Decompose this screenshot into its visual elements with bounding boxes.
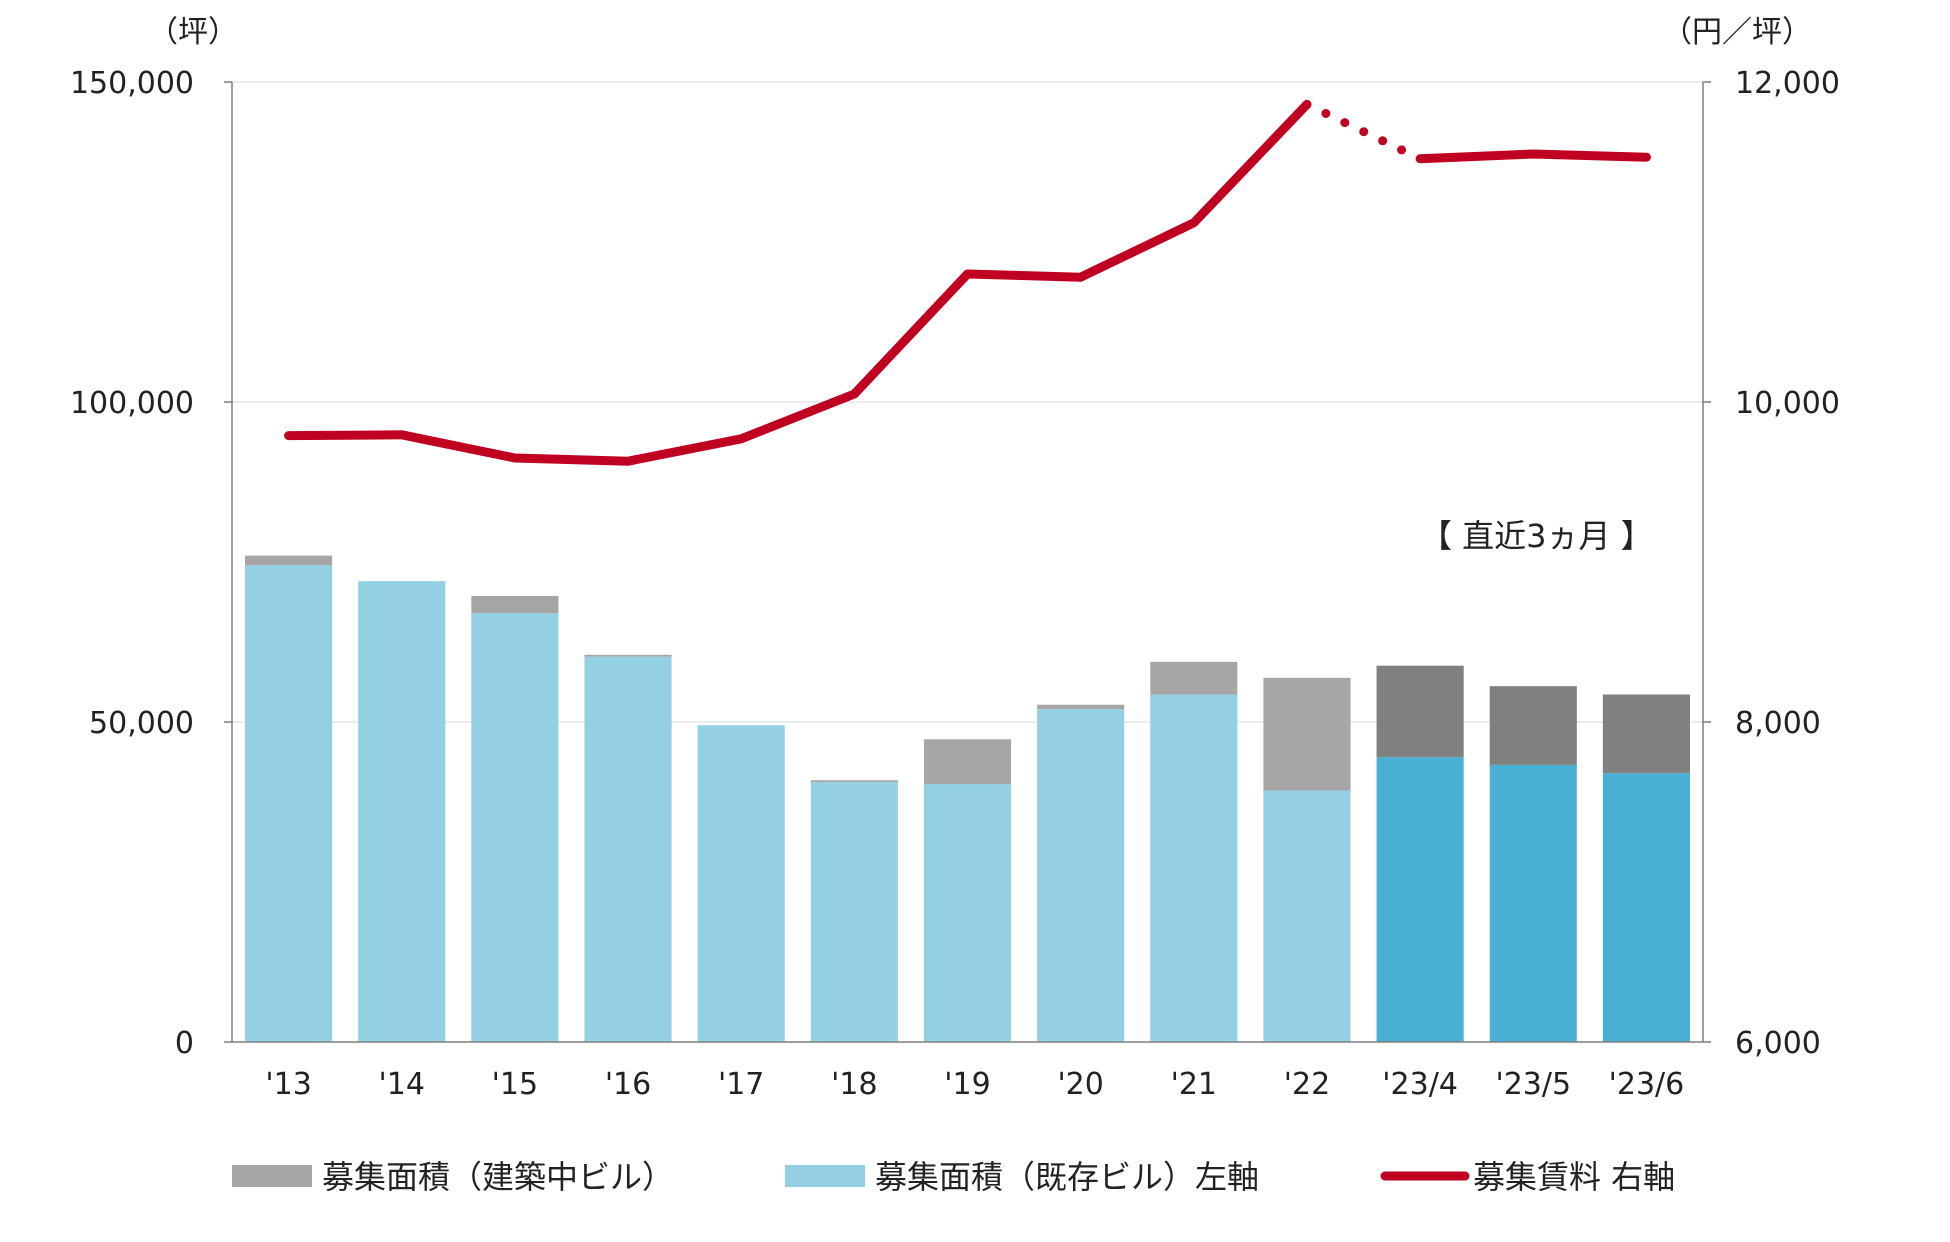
x-tick-label: '14 <box>379 1067 425 1102</box>
rent-line-solid <box>284 99 1312 466</box>
right-tick-label: 6,000 <box>1735 1026 1821 1061</box>
bar-construction <box>1489 686 1577 765</box>
x-tick-label: '19 <box>944 1067 990 1102</box>
bar-existing <box>923 784 1012 1042</box>
bar-construction <box>1376 665 1464 758</box>
bar-construction <box>1602 694 1690 774</box>
bar-construction <box>810 780 898 783</box>
bar-construction <box>1150 661 1238 695</box>
bar-existing <box>584 656 672 1042</box>
x-tick-label: '23/5 <box>1495 1067 1571 1102</box>
gridlines <box>232 81 1703 723</box>
x-tick-label: '20 <box>1057 1067 1103 1102</box>
bar-existing <box>1150 694 1238 1042</box>
bar-existing <box>1489 764 1577 1042</box>
left-tick-label: 0 <box>175 1026 194 1061</box>
bar-existing <box>810 782 898 1042</box>
bar-construction <box>584 654 672 657</box>
rent-line-recent <box>1415 149 1651 164</box>
x-tick-label: '18 <box>831 1067 877 1102</box>
recent-months-annotation: 【 直近3ヵ月 】 <box>1420 517 1653 555</box>
legend-label-rent: 募集賃料 右軸 <box>1473 1158 1675 1196</box>
x-tick-label: '13 <box>265 1067 311 1102</box>
bar-construction <box>1263 677 1351 791</box>
x-tick-label: '21 <box>1171 1067 1217 1102</box>
x-tick-label: '16 <box>605 1067 651 1102</box>
bar-existing <box>1263 790 1351 1042</box>
x-tick-label: '22 <box>1284 1067 1330 1102</box>
bar-construction <box>245 555 333 566</box>
bar-existing <box>1037 709 1125 1042</box>
bar-construction <box>923 739 1012 785</box>
right-tick-label: 12,000 <box>1735 66 1840 101</box>
x-tick-label: '17 <box>718 1067 764 1102</box>
bar-construction <box>1037 704 1125 710</box>
bar-existing <box>1602 773 1690 1042</box>
x-tick-label: '23/4 <box>1382 1067 1458 1102</box>
rent-line-dotted <box>1302 99 1425 164</box>
legend-label-existing: 募集面積（既存ビル）左軸 <box>875 1158 1259 1196</box>
x-tick-label: '23/6 <box>1609 1067 1685 1102</box>
bar-existing <box>471 613 559 1042</box>
legend-swatch-construction <box>232 1165 312 1187</box>
labels: （坪） （円／坪） 【 直近3ヵ月 】 <box>148 15 1812 555</box>
bars <box>245 555 1690 1042</box>
left-tick-label: 150,000 <box>70 66 194 101</box>
left-tick-label: 100,000 <box>70 386 194 421</box>
x-tick-label: '15 <box>492 1067 538 1102</box>
legend-swatch-existing <box>785 1165 865 1187</box>
right-axis-unit: （円／坪） <box>1662 15 1812 50</box>
legend-label-construction: 募集面積（建築中ビル） <box>322 1158 674 1196</box>
axes: 0 50,000 100,000 150,000 6,000 8,000 10,000 12,… <box>70 66 1840 1102</box>
bar-construction <box>471 595 559 614</box>
legend: 募集面積（建築中ビル） 募集面積（既存ビル）左軸 募集賃料 右軸 <box>232 1158 1675 1196</box>
bar-existing <box>358 581 446 1042</box>
bar-existing <box>245 565 333 1042</box>
bar-existing <box>697 725 785 1042</box>
left-tick-label: 50,000 <box>89 706 194 741</box>
bar-existing <box>1376 757 1464 1042</box>
rent-line <box>284 99 1651 466</box>
right-tick-label: 10,000 <box>1735 386 1840 421</box>
left-axis-unit: （坪） <box>148 15 238 50</box>
right-tick-label: 8,000 <box>1735 706 1821 741</box>
